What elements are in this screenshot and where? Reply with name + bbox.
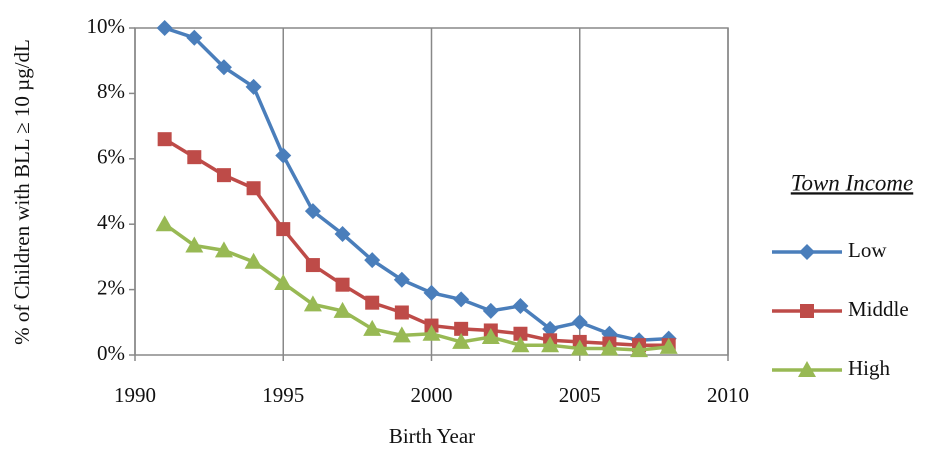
marker xyxy=(215,59,232,76)
marker xyxy=(800,304,814,318)
marker xyxy=(334,226,351,243)
marker xyxy=(363,319,382,336)
marker xyxy=(511,336,530,353)
y-tick-label: 6% xyxy=(97,145,125,169)
plot-border xyxy=(134,27,729,356)
marker xyxy=(364,252,381,269)
y-tick-label: 8% xyxy=(97,79,125,103)
marker xyxy=(155,215,174,232)
marker xyxy=(214,241,233,258)
marker xyxy=(304,203,321,220)
marker xyxy=(244,252,263,269)
series-line xyxy=(163,137,669,347)
marker xyxy=(275,147,292,164)
x-tick-label: 1995 xyxy=(262,383,304,407)
marker xyxy=(305,258,320,273)
marker xyxy=(394,305,409,320)
x-tick-label: 2005 xyxy=(559,383,601,407)
legend-label: High xyxy=(848,356,891,380)
marker xyxy=(246,181,261,196)
marker xyxy=(482,302,499,319)
legend-label: Middle xyxy=(848,297,909,321)
marker xyxy=(422,324,441,341)
marker xyxy=(303,295,322,312)
legend-label: Low xyxy=(848,238,887,262)
marker xyxy=(157,132,172,147)
y-tick-label: 10% xyxy=(87,14,126,38)
marker xyxy=(185,236,204,253)
marker xyxy=(333,301,352,318)
marker xyxy=(276,222,291,237)
marker xyxy=(798,361,816,377)
y-axis-label: % of Children with BLL ≥ 10 µg/dL xyxy=(10,39,34,345)
marker xyxy=(570,339,589,356)
marker xyxy=(453,291,470,308)
marker xyxy=(186,29,203,46)
marker xyxy=(513,326,528,341)
marker xyxy=(392,326,411,343)
marker xyxy=(274,274,293,291)
x-tick-label: 2010 xyxy=(707,383,749,407)
marker xyxy=(799,244,815,260)
marker xyxy=(454,321,469,336)
marker xyxy=(216,168,231,183)
marker xyxy=(659,337,678,354)
marker xyxy=(512,297,529,314)
y-tick-label: 2% xyxy=(97,275,125,299)
marker xyxy=(571,314,588,331)
x-axis-label: Birth Year xyxy=(389,424,475,448)
marker xyxy=(156,20,173,36)
marker xyxy=(187,150,202,165)
marker xyxy=(542,320,559,337)
marker xyxy=(393,271,410,288)
marker xyxy=(452,332,471,349)
x-tick-label: 1990 xyxy=(114,383,156,407)
marker xyxy=(245,78,262,95)
y-tick-label: 4% xyxy=(97,210,125,234)
legend-title: Town Income xyxy=(791,170,913,195)
marker xyxy=(630,341,649,358)
marker xyxy=(423,284,440,301)
marker xyxy=(335,277,350,292)
marker xyxy=(541,336,560,353)
marker xyxy=(481,328,500,345)
y-tick-label: 0% xyxy=(97,341,125,365)
marker xyxy=(365,295,380,310)
marker xyxy=(600,339,619,356)
x-tick-label: 2000 xyxy=(411,383,453,407)
